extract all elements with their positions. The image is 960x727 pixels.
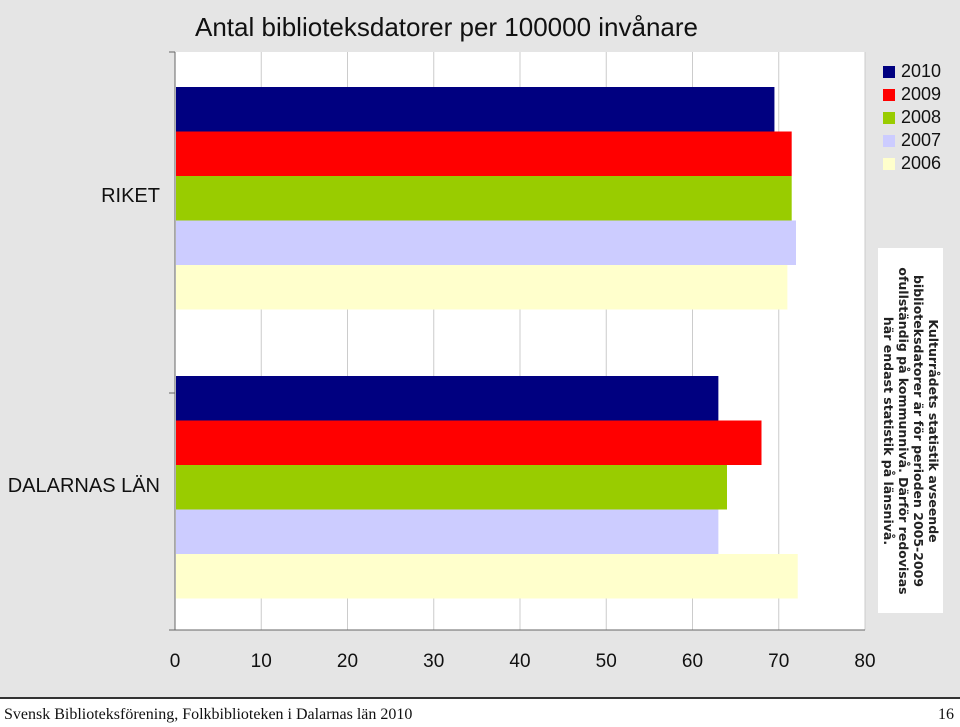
bar-2009-1 <box>176 420 762 465</box>
footer-text: Svensk Biblioteksförening, Folkbibliotek… <box>4 706 413 723</box>
legend-label: 2010 <box>901 61 942 81</box>
x-tick-label: 0 <box>170 651 181 672</box>
x-tick-label: 30 <box>423 651 444 672</box>
bar-2009-0 <box>176 131 792 176</box>
legend-swatch <box>883 134 895 147</box>
annotation-text: Kulturrådets statistik avseende bibliote… <box>880 266 941 595</box>
bar-2010-0 <box>176 87 775 132</box>
legend-swatch <box>883 88 895 101</box>
category-label-riket: RIKET <box>101 185 160 207</box>
x-tick-label: 50 <box>596 651 617 672</box>
legend-label: 2006 <box>901 153 942 173</box>
legend-swatch <box>883 65 895 78</box>
page-footer: Svensk Biblioteksförening, Folkbibliotek… <box>0 697 960 727</box>
legend-swatch <box>883 157 895 170</box>
bar-2007-1 <box>176 509 719 554</box>
legend-item-2008: 2008 <box>883 106 941 129</box>
x-tick-label: 60 <box>682 651 703 672</box>
x-tick-label: 80 <box>854 651 875 672</box>
legend: 2010 2009 2008 2007 2006 <box>883 60 941 175</box>
bar-2010-1 <box>176 376 719 421</box>
legend-item-2006: 2006 <box>883 152 941 175</box>
x-tick-label: 20 <box>337 651 358 672</box>
chart-plot: 0 10 20 30 40 50 60 70 80 <box>169 51 876 672</box>
bar-2006-1 <box>176 554 798 599</box>
bar-2008-0 <box>176 176 792 221</box>
legend-swatch <box>883 111 895 124</box>
chart-title: Antal biblioteksdatorer per 100000 invån… <box>195 12 699 42</box>
annotation-box: Kulturrådets statistik avseende bibliote… <box>878 248 943 613</box>
category-label-dalarnas-lan: DALARNAS LÄN <box>7 475 160 497</box>
x-tick-label: 10 <box>251 651 272 672</box>
x-tick-label: 40 <box>509 651 530 672</box>
legend-item-2007: 2007 <box>883 129 941 152</box>
legend-label: 2009 <box>901 84 942 104</box>
legend-item-2009: 2009 <box>883 83 941 106</box>
x-tick-label: 70 <box>768 651 789 672</box>
page-number: 16 <box>938 706 954 723</box>
legend-label: 2008 <box>901 107 942 127</box>
bar-2006-0 <box>176 265 788 310</box>
bar-2007-0 <box>176 220 796 265</box>
bar-2008-1 <box>176 465 727 510</box>
legend-label: 2007 <box>901 130 942 150</box>
legend-item-2010: 2010 <box>883 60 941 83</box>
